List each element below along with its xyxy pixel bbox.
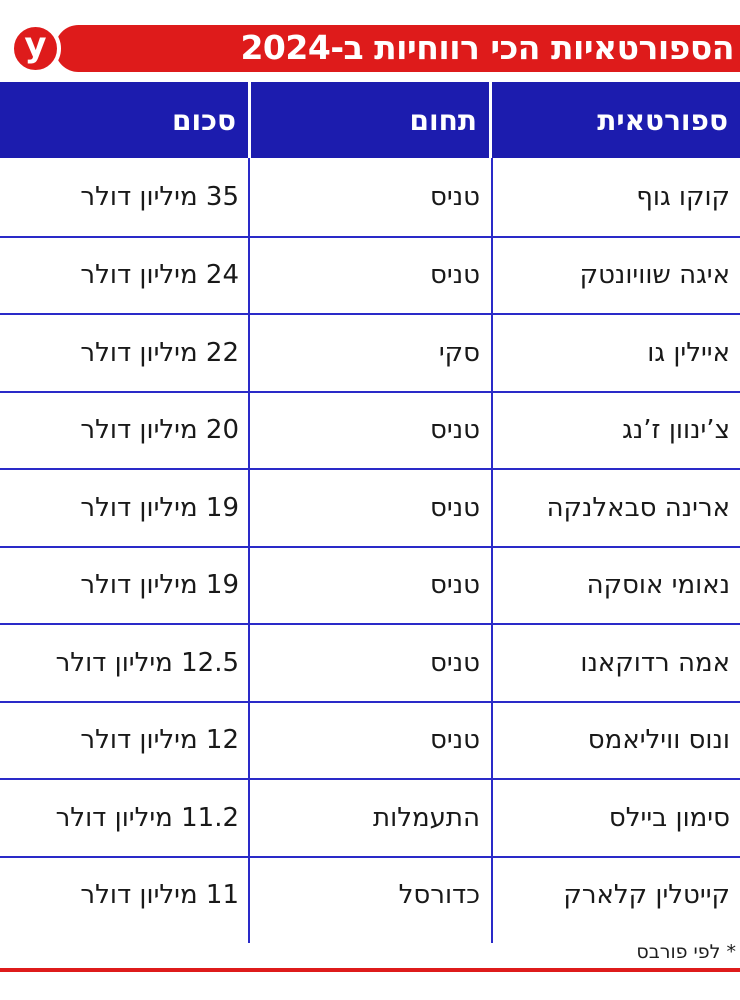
sport-cell: סקי — [438, 337, 480, 368]
athlete-name-cell: קוקו גוף — [636, 181, 730, 212]
sport-cell: טניס — [430, 492, 480, 523]
table-row: איגה שוויונטק טניס 24 מיליון דולר — [0, 235, 740, 314]
banner-bar: הספורטאיות הכי רווחיות ב-2024 — [55, 25, 740, 72]
athlete-name-cell: ונוס וויליאמס — [587, 725, 730, 756]
table-row: אמה רדוקאנו טניס 12.5 מיליון דולר — [0, 623, 740, 701]
sport-cell: כדורסל — [398, 880, 480, 911]
table-row: ארינה סבאלנקה טניס 19 מיליון דולר — [0, 468, 740, 546]
athlete-name-cell: איילין גו — [647, 337, 730, 368]
column-divider-sport — [248, 158, 250, 943]
table-row: קייטלין קלארק כדורסל 11 מיליון דולר — [0, 855, 740, 934]
athlete-name-cell: איגה שוויונטק — [579, 260, 730, 291]
amount-cell: 22 מיליון דולר — [80, 337, 239, 368]
athlete-name-cell: קייטלין קלארק — [563, 880, 730, 911]
amount-cell: 11 מיליון דולר — [80, 880, 239, 911]
athlete-name-cell: נאומי אוסקה — [586, 570, 730, 601]
page-title: הספורטאיות הכי רווחיות ב-2024 — [240, 27, 734, 67]
sport-cell: טניס — [430, 415, 480, 446]
table-row: איילין גו סקי 22 מיליון דולר — [0, 313, 740, 391]
sport-cell: טניס — [430, 647, 480, 678]
amount-cell: 11.2 מיליון דולר — [55, 802, 239, 833]
table-row: נאומי אוסקה טניס 19 מיליון דולר — [0, 545, 740, 624]
sport-cell: טניס — [430, 570, 480, 601]
title-banner: y הספורטאיות הכי רווחיות ב-2024 — [0, 23, 740, 74]
amount-cell: 24 מיליון דולר — [80, 260, 239, 291]
column-header-sport: תחום — [251, 82, 489, 158]
amount-cell: 35 מיליון דולר — [80, 181, 239, 212]
column-header-athlete: ספורטאית — [492, 82, 740, 158]
amount-cell: 12 מיליון דולר — [80, 725, 239, 756]
sport-cell: טניס — [430, 725, 480, 756]
athlete-name-cell: אמה רדוקאנו — [580, 647, 730, 678]
bottom-red-stripe — [0, 968, 740, 972]
sport-cell: טניס — [430, 260, 480, 291]
table-row: צ’ינוון ז’נג טניס 20 מיליון דולר — [0, 390, 740, 469]
ynet-logo-glyph: y — [24, 24, 47, 65]
amount-cell: 12.5 מיליון דולר — [55, 647, 239, 678]
amount-cell: 19 מיליון דולר — [80, 492, 239, 523]
amount-cell: 19 מיליון דולר — [80, 570, 239, 601]
table-row: סימון ביילס התעמלות 11.2 מיליון דולר — [0, 778, 740, 856]
infographic-page: { "banner": { "title": "הספורטאיות הכי ר… — [0, 23, 740, 1000]
sport-cell: טניס — [430, 181, 480, 212]
athlete-name-cell: צ’ינוון ז’נג — [622, 415, 730, 446]
table-row: ונוס וויליאמס טניס 12 מיליון דולר — [0, 700, 740, 779]
amount-cell: 20 מיליון דולר — [80, 415, 239, 446]
table-row: קוקו גוף טניס 35 מיליון דולר — [0, 158, 740, 236]
column-divider-athlete — [491, 158, 493, 943]
earnings-table-body: קוקו גוף טניס 35 מיליון דולר איגה שוויונ… — [0, 158, 740, 943]
table-header-row: ספורטאית תחום סכום — [0, 82, 740, 158]
column-header-amount: סכום — [0, 82, 248, 158]
ynet-logo: y — [10, 23, 61, 74]
athlete-name-cell: סימון ביילס — [608, 802, 730, 833]
source-footnote: * לפי פורבס — [636, 941, 736, 963]
sport-cell: התעמלות — [373, 802, 480, 833]
athlete-name-cell: ארינה סבאלנקה — [546, 492, 730, 523]
